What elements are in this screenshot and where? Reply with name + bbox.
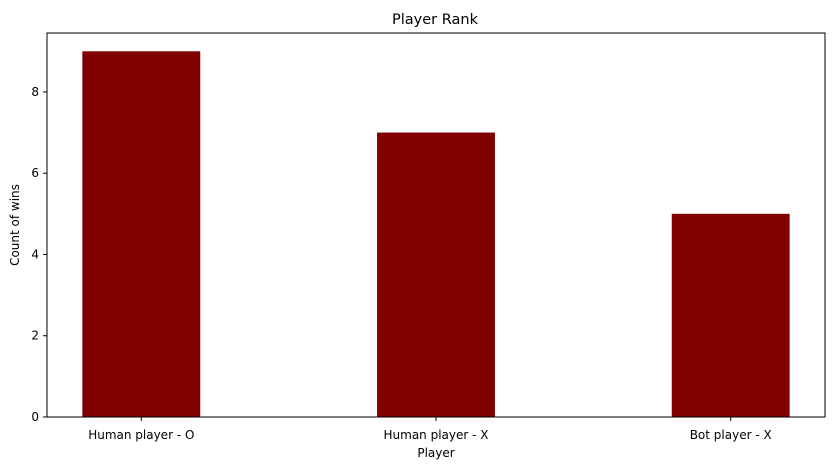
- plot-frame: [46, 32, 826, 418]
- x-axis-label: Player: [417, 446, 454, 460]
- y-tick-label: 6: [31, 166, 39, 180]
- y-tick-label: 0: [31, 410, 39, 424]
- bar-2: [671, 213, 790, 417]
- bar-1: [377, 132, 495, 418]
- chart-title: Player Rank: [392, 12, 479, 28]
- x-tick-label: Human player - X: [384, 428, 489, 442]
- y-tick-label: 2: [31, 329, 39, 343]
- bars-layer: [82, 51, 790, 418]
- bar-0: [82, 51, 201, 418]
- x-tick-label: Human player - O: [88, 428, 194, 442]
- y-axis: 0 2 4 6 8: [31, 85, 47, 424]
- x-axis: Human player - O Human player - X Bot play…: [88, 417, 772, 442]
- y-tick-label: 8: [31, 85, 39, 99]
- y-tick-label: 4: [31, 247, 39, 261]
- x-tick-label: Bot player - X: [690, 428, 772, 442]
- y-axis-label: Count of wins: [8, 184, 22, 266]
